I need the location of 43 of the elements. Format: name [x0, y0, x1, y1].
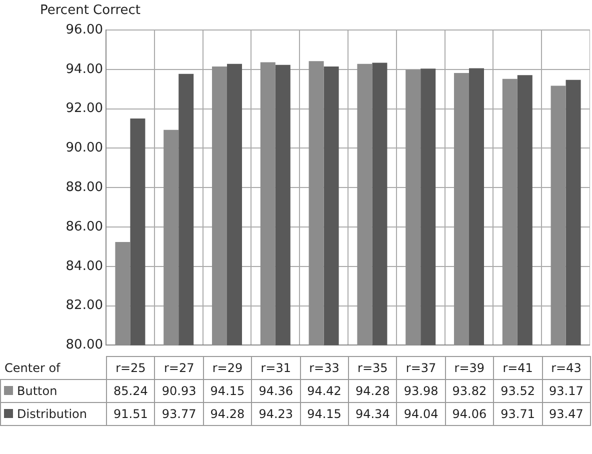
x-tick-label: r=39	[445, 356, 494, 380]
x-tick-label: r=29	[203, 356, 252, 380]
y-tick-label: 92.00	[66, 101, 103, 116]
y-tick-label: 96.00	[66, 22, 103, 38]
data-label: 94.06	[445, 402, 494, 426]
data-label: 93.77	[154, 402, 204, 426]
x-tick-label: r=25	[106, 356, 155, 380]
x-tick-label: r=31	[252, 356, 300, 380]
x-tick-label: r=37	[396, 356, 446, 380]
data-label: 90.93	[154, 380, 204, 402]
x-axis-title: Center of	[4, 360, 62, 377]
y-axis-title: Percent Correct	[40, 2, 140, 18]
x-tick-label: r=33	[300, 356, 348, 380]
data-label: 94.36	[252, 380, 300, 402]
data-label: 93.47	[542, 402, 590, 426]
data-label: 91.51	[106, 402, 155, 426]
data-label: 93.82	[445, 380, 494, 402]
data-label: 94.28	[348, 380, 397, 402]
legend-label: Distribution	[0, 402, 106, 426]
data-label: 94.15	[300, 402, 348, 426]
y-tick-label: 86.00	[66, 219, 103, 234]
y-tick-label: 80.00	[66, 338, 103, 353]
data-label: 94.42	[300, 380, 348, 402]
y-tick-label: 90.00	[66, 140, 103, 156]
x-tick-label: r=43	[542, 356, 590, 380]
data-label: 93.17	[542, 380, 590, 402]
x-tick-label: r=27	[154, 356, 204, 380]
data-label: 94.34	[348, 402, 397, 426]
x-tick-label: r=35	[348, 356, 397, 380]
x-tick-label: r=41	[494, 356, 542, 380]
data-label: 93.98	[396, 380, 446, 402]
data-label: 85.24	[106, 380, 155, 402]
y-tick-label: 88.00	[66, 180, 103, 195]
data-label: 94.28	[203, 402, 252, 426]
y-tick-label: 94.00	[66, 62, 103, 77]
data-label: 94.04	[396, 402, 446, 426]
data-label: 94.15	[203, 380, 252, 402]
y-tick-label: 84.00	[66, 258, 103, 274]
data-label: 94.23	[252, 402, 300, 426]
y-tick-label: 82.00	[66, 298, 103, 314]
data-label: 93.52	[494, 380, 542, 402]
data-label: 93.71	[494, 402, 542, 426]
legend-label: Button	[0, 380, 106, 402]
